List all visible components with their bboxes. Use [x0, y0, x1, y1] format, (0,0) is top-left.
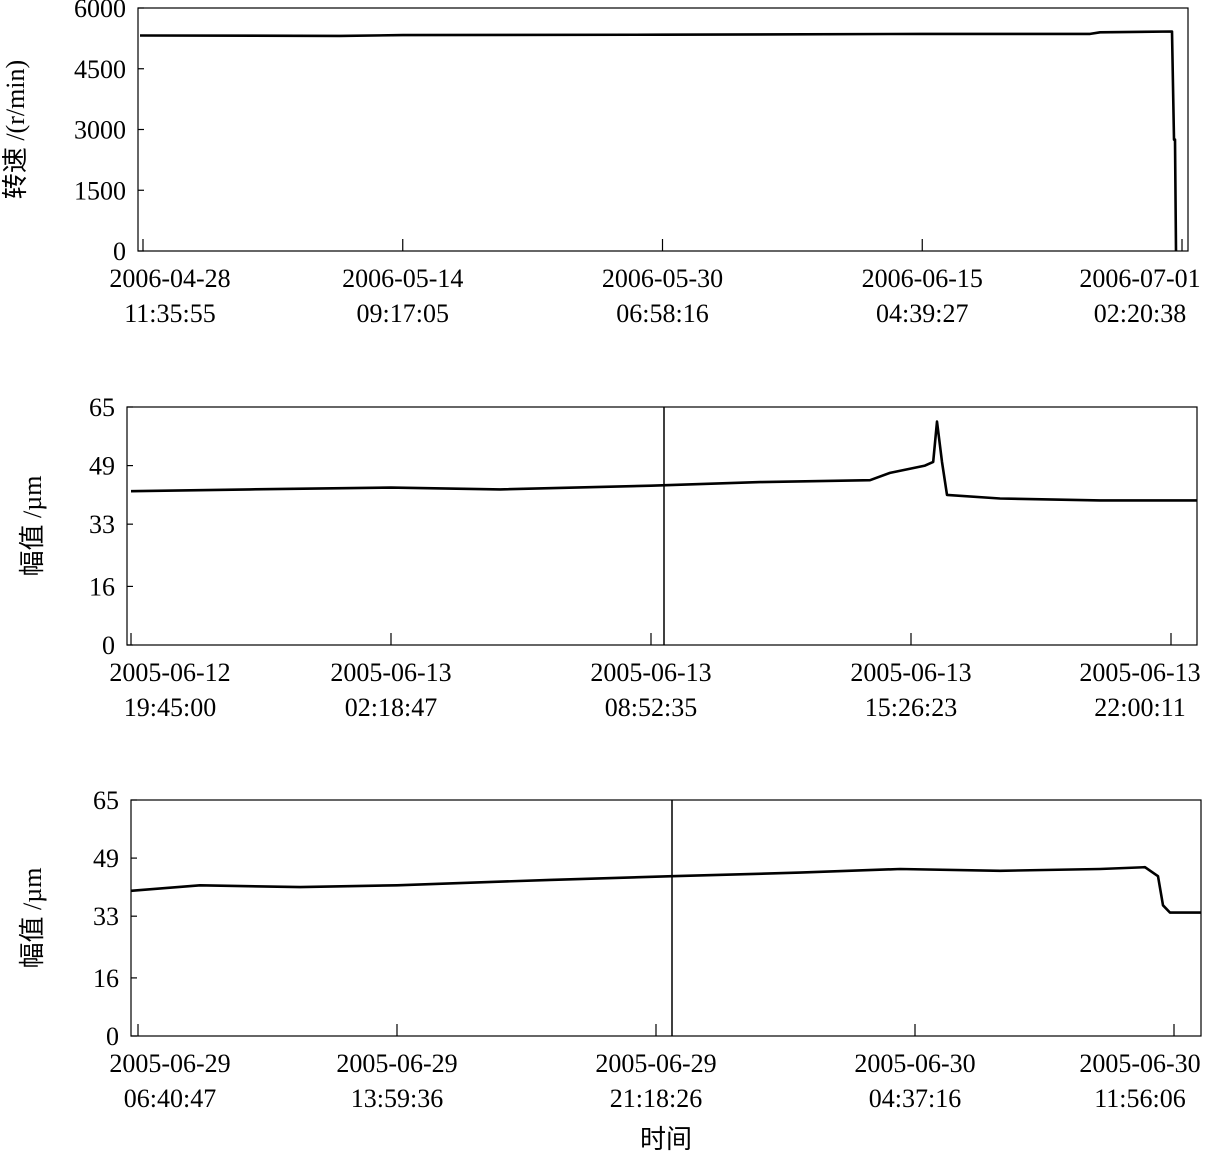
- y-tick-label: 6000: [74, 0, 126, 23]
- x-tick-label-line: 11:35:55: [124, 299, 215, 328]
- x-tick-label-line: 13:59:36: [351, 1084, 443, 1113]
- x-tick-label-line: 2005-06-30: [854, 1049, 975, 1078]
- x-tick-label-line: 2005-06-13: [1079, 658, 1200, 687]
- y-tick-label: 0: [113, 237, 126, 266]
- x-tick-label-line: 2006-07-01: [1079, 264, 1200, 293]
- x-tick-label-line: 2005-06-13: [590, 658, 711, 687]
- y-axis-label: 幅值 /µm: [18, 476, 47, 577]
- x-tick-label: 2006-07-01 02:20:38: [1079, 264, 1200, 328]
- x-tick-label: 2005-06-13 22:00:11: [1079, 658, 1200, 722]
- x-tick-label-line: 2005-06-29: [109, 1049, 230, 1078]
- data-line: [139, 30, 1178, 252]
- y-tick-label: 33: [93, 902, 119, 931]
- x-tick-label-line: 21:18:26: [610, 1084, 702, 1113]
- x-tick-label-line: 04:39:27: [876, 299, 968, 328]
- x-tick-label-line: 2005-06-29: [595, 1049, 716, 1078]
- x-tick-label: 2005-06-29 21:18:26: [595, 1049, 716, 1113]
- x-tick-label: 2005-06-13 02:18:47: [330, 658, 451, 722]
- x-tick-label-line: 2005-06-30: [1079, 1049, 1200, 1078]
- y-tick-label: 0: [102, 631, 115, 660]
- x-tick-label-line: 2006-06-15: [862, 264, 983, 293]
- x-tick-label: 2006-04-28 11:35:55: [109, 264, 230, 328]
- x-tick-label: 2005-06-30 04:37:16: [854, 1049, 975, 1113]
- plot-frame: [137, 7, 1189, 252]
- x-tick-label: 2005-06-30 11:56:06: [1079, 1049, 1200, 1113]
- x-tick-label: 2006-06-15 04:39:27: [862, 264, 983, 328]
- x-tick-label-line: 2006-05-14: [342, 264, 463, 293]
- data-line: [130, 420, 1197, 502]
- y-tick-label: 3000: [74, 116, 126, 145]
- x-tick-label: 2005-06-13 15:26:23: [850, 658, 971, 722]
- y-tick-label: 4500: [74, 55, 126, 84]
- x-tick-label: 2005-06-29 06:40:47: [109, 1049, 230, 1113]
- y-axis-label: 转速 /(r/min): [1, 60, 30, 199]
- y-axis-label: 幅值 /µm: [18, 868, 47, 969]
- x-tick-label-line: 22:00:11: [1094, 693, 1185, 722]
- x-tick-label: 2005-06-29 13:59:36: [336, 1049, 457, 1113]
- x-tick-label-line: 2005-06-12: [109, 658, 230, 687]
- x-tick-label: 2006-05-14 09:17:05: [342, 264, 463, 328]
- x-tick-label-line: 06:58:16: [616, 299, 708, 328]
- y-tick-label: 65: [89, 393, 115, 422]
- y-tick-label: 16: [93, 964, 119, 993]
- y-tick-label: 16: [89, 572, 115, 601]
- x-tick-label-line: 2005-06-13: [850, 658, 971, 687]
- x-tick-label-line: 08:52:35: [605, 693, 697, 722]
- plot-frame: [130, 799, 1202, 1037]
- x-tick-label-line: 2006-05-30: [602, 264, 723, 293]
- x-tick-label-line: 19:45:00: [124, 693, 216, 722]
- x-tick-label-line: 02:18:47: [345, 693, 437, 722]
- x-tick-label-line: 2006-04-28: [109, 264, 230, 293]
- y-tick-label: 0: [106, 1022, 119, 1051]
- data-line: [130, 865, 1201, 914]
- plot-frame: [126, 406, 1198, 646]
- x-tick-label-line: 06:40:47: [124, 1084, 216, 1113]
- y-tick-label: 49: [89, 452, 115, 481]
- x-tick-label-line: 02:20:38: [1094, 299, 1186, 328]
- x-tick-label-line: 09:17:05: [357, 299, 449, 328]
- x-tick-label: 2006-05-30 06:58:16: [602, 264, 723, 328]
- y-tick-label: 1500: [74, 176, 126, 205]
- x-tick-label-line: 2005-06-29: [336, 1049, 457, 1078]
- y-tick-label: 33: [89, 510, 115, 539]
- y-tick-label: 49: [93, 844, 119, 873]
- x-tick-label-line: 04:37:16: [869, 1084, 961, 1113]
- x-tick-label-line: 2005-06-13: [330, 658, 451, 687]
- x-tick-label: 2005-06-13 08:52:35: [590, 658, 711, 722]
- x-tick-label-line: 15:26:23: [865, 693, 957, 722]
- x-tick-label-line: 11:56:06: [1094, 1084, 1185, 1113]
- y-tick-label: 65: [93, 786, 119, 815]
- x-tick-label: 2005-06-12 19:45:00: [109, 658, 230, 722]
- x-axis-label: 时间: [640, 1125, 692, 1154]
